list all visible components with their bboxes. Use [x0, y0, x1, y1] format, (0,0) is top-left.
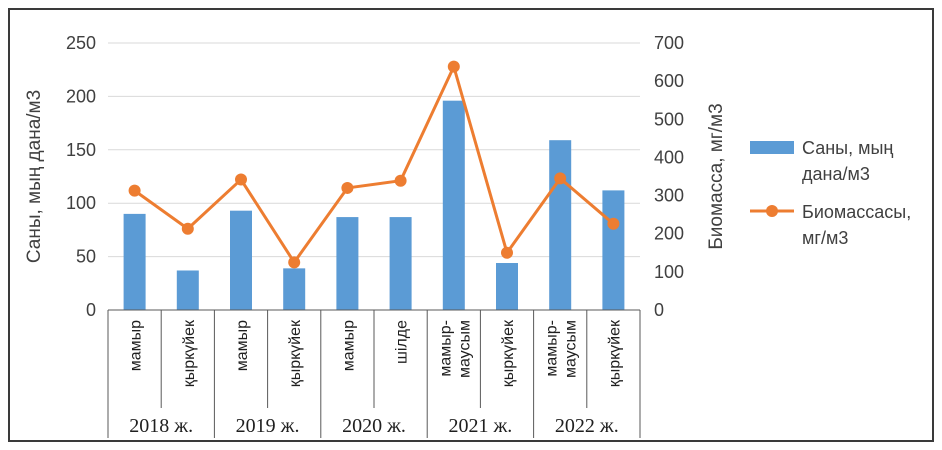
bar: [123, 213, 146, 310]
y-left-tick-label: 0: [86, 300, 96, 320]
year-group-label: 2018 ж.: [129, 415, 193, 437]
category-label: қыркүйек: [500, 319, 517, 387]
bar: [389, 217, 412, 310]
bar: [442, 100, 465, 310]
category-label: мамыр: [128, 320, 145, 371]
y-left-tick-label: 250: [66, 33, 96, 53]
y-right-tick-label: 100: [654, 262, 684, 282]
y-left-tick-label: 100: [66, 193, 96, 213]
category-label: мамыр-: [437, 320, 454, 377]
year-group-label: 2020 ж.: [342, 415, 406, 437]
y-right-tick-label: 600: [654, 71, 684, 91]
biomass-point: [501, 246, 513, 259]
y-left-tick-label: 200: [66, 86, 96, 106]
biomass-point: [394, 174, 407, 187]
category-label: маусым: [563, 320, 580, 378]
legend-swatch-bars: [750, 141, 794, 154]
y-right-axis-title: Биомасса, мг/м3: [706, 103, 727, 249]
category-label: мамыр-: [544, 320, 561, 377]
bar: [336, 217, 359, 310]
chart: 0 50 100 150 200 250 0 100 200 300 400 500 600 700 Сан…: [24, 33, 911, 438]
y-right-tick-label: 200: [654, 224, 684, 244]
bar: [283, 268, 306, 310]
year-group-label: 2022 ж.: [555, 415, 619, 437]
category-label: шілде: [394, 320, 411, 364]
category-label: мамыр: [340, 320, 357, 371]
bar: [602, 190, 625, 310]
y-right-tick-label: 400: [654, 147, 684, 167]
category-label: мамыр: [234, 320, 251, 371]
biomass-line: [133, 65, 615, 264]
bar: [549, 140, 572, 310]
category-label: қыркүйек: [287, 319, 304, 387]
y-left-axis-title: Саны, мың дана/м3: [24, 90, 45, 263]
y-right-tick-label: 500: [654, 109, 684, 129]
year-group-label: 2021 ж.: [448, 415, 512, 437]
biomass-point: [181, 222, 194, 235]
y-right-tick-label: 0: [654, 300, 664, 320]
year-group-label: 2019 ж.: [236, 415, 300, 437]
legend-label-line: мг/м3: [802, 228, 848, 248]
biomass-point: [288, 256, 301, 269]
legend-label-line: Биомассасы,: [802, 202, 911, 222]
category-label: маусым: [456, 320, 473, 378]
legend-label-bars: Саны, мың: [802, 138, 893, 158]
biomass-point: [128, 184, 141, 197]
y-left-tick-label: 150: [66, 140, 96, 160]
biomass-point: [447, 60, 460, 73]
category-label: қыркүйек: [606, 319, 623, 387]
chart-frame: 0 50 100 150 200 250 0 100 200 300 400 500 600 700 Сан…: [8, 8, 934, 442]
y-right-tick-label: 300: [654, 186, 684, 206]
biomass-point: [607, 217, 620, 230]
biomass-point: [554, 172, 567, 185]
legend-label-bars: дана/м3: [802, 164, 870, 184]
y-right-tick-label: 700: [654, 33, 684, 53]
y-left-tick-label: 50: [76, 247, 96, 267]
bar: [496, 263, 518, 310]
category-label: қыркүйек: [181, 319, 198, 387]
bar: [176, 270, 199, 310]
bar: [230, 210, 252, 310]
biomass-point: [235, 173, 247, 186]
biomass-point: [341, 181, 354, 194]
legend-swatch-marker: [766, 205, 778, 217]
